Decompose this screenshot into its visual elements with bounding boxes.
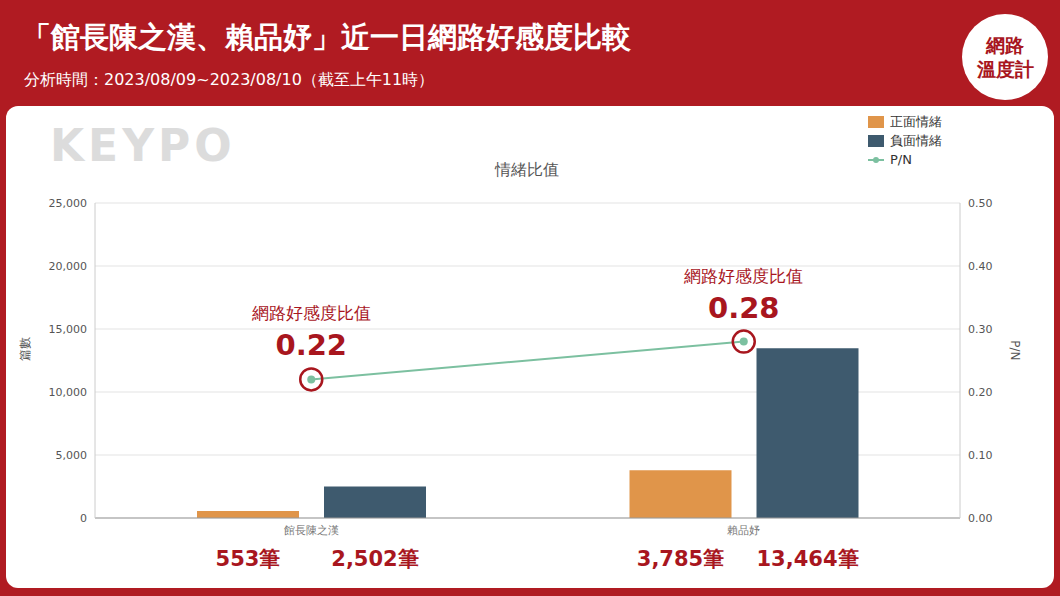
html-text:分析時間：2023/08/09~2023/08/10（截至上: 分析時間：2023/08/09~2023/08/10（截至上午11時）: [24, 70, 435, 89]
svg-text:25,000: 25,000: [49, 197, 88, 210]
svg-text:13,464筆: 13,464筆: [756, 547, 858, 571]
svg-text:553筆: 553筆: [216, 547, 281, 571]
svg-text:20,000: 20,000: [49, 260, 88, 273]
svg-text:網路好感度比值: 網路好感度比值: [683, 266, 803, 286]
html-text:P/N: P/N: [890, 152, 912, 167]
svg-text:網路好感度比值: 網路好感度比值: [251, 303, 371, 323]
svg-text:0.40: 0.40: [968, 260, 993, 273]
html-text:負面情緒: 負面情緒: [890, 132, 942, 148]
svg-text:篇數: 篇數: [18, 337, 32, 361]
svg-text:0.00: 0.00: [968, 512, 993, 525]
svg-text:館長陳之漢: 館長陳之漢: [284, 524, 339, 537]
svg-text:5,000: 5,000: [56, 449, 88, 462]
svg-text:0.20: 0.20: [968, 386, 993, 399]
svg-text:0.50: 0.50: [968, 197, 993, 210]
svg-text:0: 0: [80, 512, 87, 525]
svg-text:2,502筆: 2,502筆: [331, 547, 418, 571]
html-text:溫度計: 溫度計: [976, 58, 1034, 80]
svg-text:3,785筆: 3,785筆: [637, 547, 724, 571]
html-text:「館長陳之漢、賴品妤」近一日網路好感度比較: 「館長陳之漢、賴品妤」近一日網路好感度比較: [22, 20, 631, 54]
html-text:KEYPO: KEYPO: [50, 120, 236, 171]
svg-text:賴品妤: 賴品妤: [727, 524, 760, 537]
svg-text:0.22: 0.22: [275, 328, 347, 362]
html-text:情緒比值: 情緒比值: [495, 160, 559, 179]
svg-text:15,000: 15,000: [49, 323, 88, 336]
svg-text:0.10: 0.10: [968, 449, 993, 462]
html-text:正面情緒: 正面情緒: [890, 113, 942, 129]
html-text:網路: 網路: [986, 34, 1024, 56]
svg-text:0.28: 0.28: [708, 291, 780, 325]
svg-text:P/N: P/N: [1008, 340, 1022, 360]
svg-text:0.30: 0.30: [968, 323, 993, 336]
svg-text:10,000: 10,000: [49, 386, 88, 399]
